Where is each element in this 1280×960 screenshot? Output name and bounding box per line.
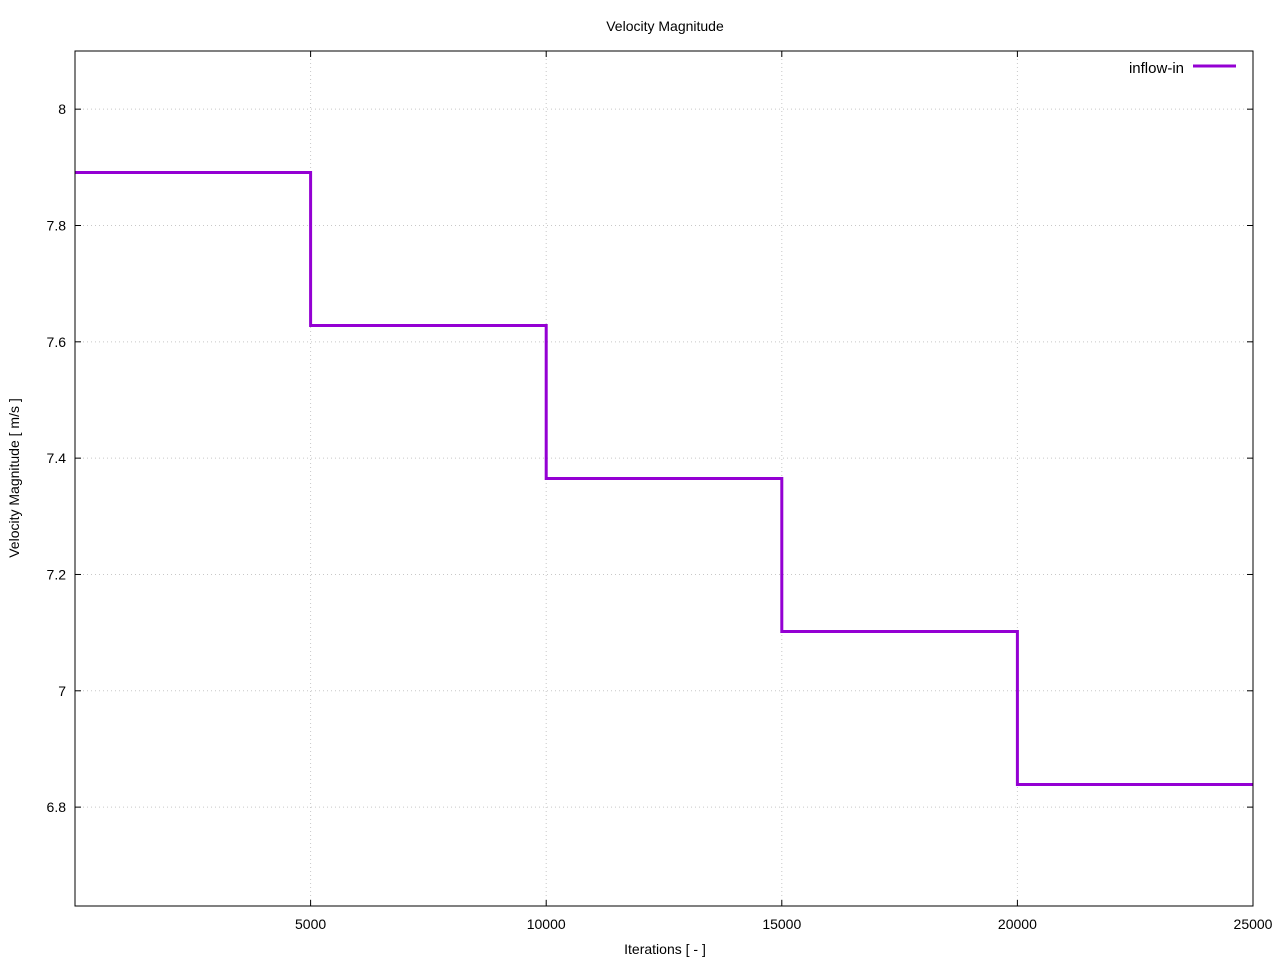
x-tick-label: 20000 — [998, 916, 1037, 932]
x-tick-label: 25000 — [1234, 916, 1273, 932]
y-tick-label: 7.8 — [47, 217, 67, 233]
y-tick-label: 7 — [58, 683, 66, 699]
y-tick-label: 8 — [58, 101, 66, 117]
x-axis-label: Iterations [ - ] — [624, 941, 706, 957]
y-tick-label: 7.4 — [47, 450, 67, 466]
y-tick-label: 6.8 — [47, 799, 67, 815]
y-axis-label: Velocity Magnitude [ m/s ] — [6, 398, 22, 558]
legend: inflow-in — [1129, 60, 1236, 77]
series-layer — [75, 171, 1253, 786]
ticks: 5000 10000 15000 20000 25000 6.8 7 7.2 7.4 7.6 7.8… — [47, 51, 1273, 932]
plot-frame — [74, 50, 1254, 907]
x-tick-label: 5000 — [295, 916, 326, 932]
legend-label-inflow-in: inflow-in — [1129, 60, 1184, 77]
y-tick-label: 7.6 — [47, 334, 67, 350]
x-tick-label: 10000 — [527, 916, 566, 932]
series-line-inflow-in — [75, 171, 1253, 786]
chart-title: Velocity Magnitude — [606, 18, 724, 34]
y-tick-label: 7.2 — [47, 566, 67, 582]
x-tick-label: 15000 — [762, 916, 801, 932]
